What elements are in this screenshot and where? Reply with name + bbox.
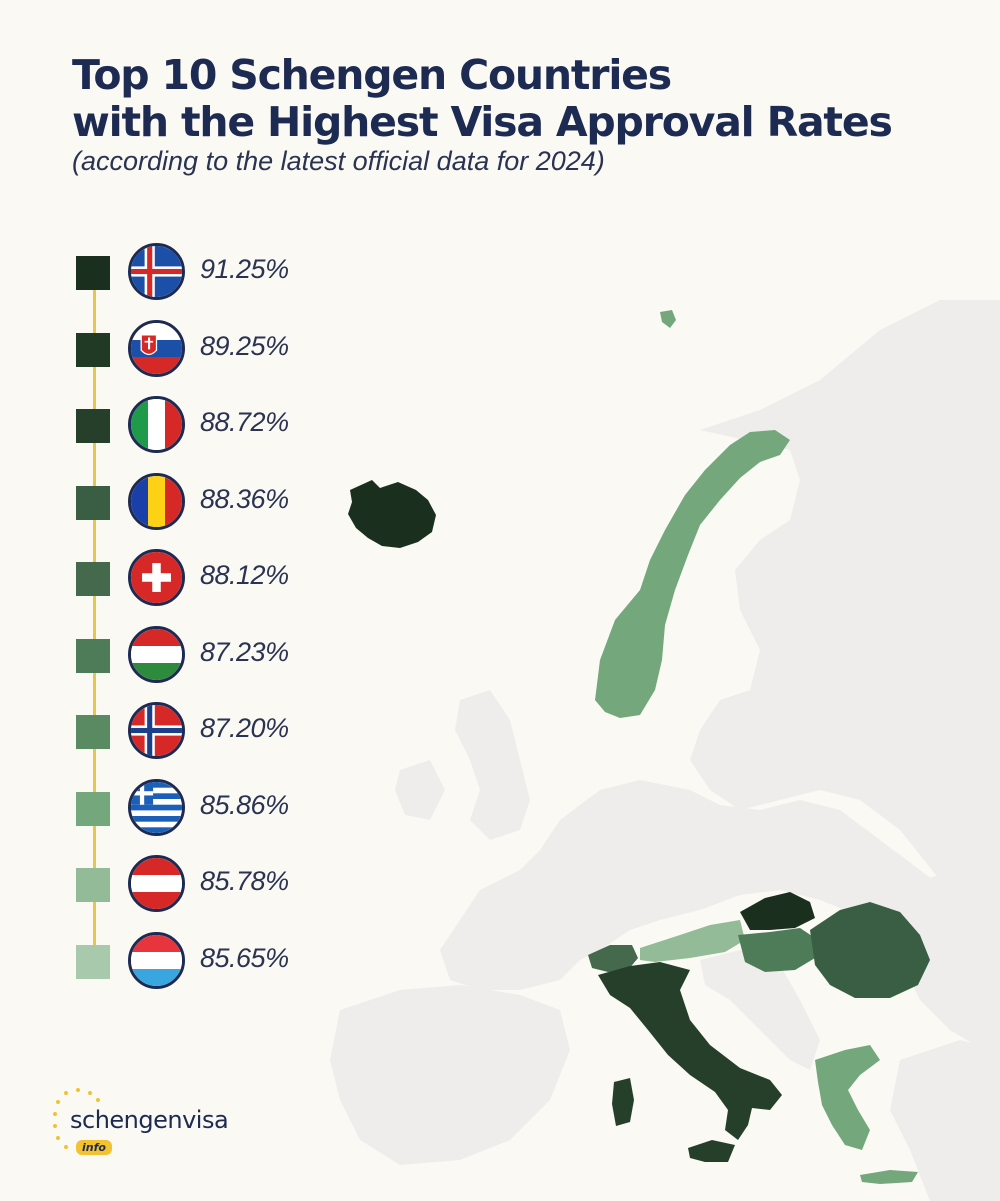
map-italy (598, 962, 782, 1140)
map-crete (860, 1170, 918, 1184)
legend-item-luxembourg: 85.65% (76, 929, 406, 989)
legend-rate: 89.25% (200, 330, 289, 361)
title-line-1: Top 10 Schengen Countries (72, 51, 672, 99)
schengenvisa-logo: schengenvisa info (48, 1080, 268, 1170)
greece-flag-icon (128, 778, 185, 836)
map-sicily (688, 1140, 735, 1162)
map-switzerland (588, 945, 638, 972)
romania-flag-icon (128, 472, 185, 530)
title-line-2: with the Highest Visa Approval Rates (72, 98, 893, 146)
legend-swatch (76, 562, 110, 596)
logo-text: schengenvisa (70, 1106, 229, 1134)
legend-swatch (76, 715, 110, 749)
stars-icon (53, 1088, 100, 1149)
legend-swatch (76, 409, 110, 443)
legend-rate: 87.23% (200, 636, 289, 667)
legend-rate: 87.20% (200, 713, 289, 743)
legend: 91.25% 89.25% 88.72% 88.36% 88.12% 87.23% 87.2… (76, 240, 406, 1000)
legend-swatch (76, 791, 110, 826)
map-greece (815, 1045, 880, 1150)
map-austria (640, 920, 745, 962)
map-romania (810, 902, 930, 998)
page-title: Top 10 Schengen Countries with the Highe… (72, 52, 982, 146)
map-slovakia (740, 892, 815, 930)
legend-item-austria: 85.78% (76, 852, 406, 912)
legend-swatch (76, 868, 110, 902)
luxembourg-flag-icon (128, 931, 185, 989)
legend-swatch (76, 256, 110, 290)
switzerland-flag-icon (128, 549, 185, 606)
logo-badge: info (76, 1140, 112, 1155)
legend-swatch (76, 638, 110, 673)
iceland-flag-icon (128, 243, 185, 300)
legend-rate: 85.86% (200, 789, 289, 820)
legend-item-switzerland: 88.12% (76, 546, 406, 606)
legend-rate: 85.65% (200, 942, 289, 973)
page-subtitle: (according to the latest official data f… (72, 146, 605, 176)
legend-item-greece: 85.86% (76, 776, 406, 836)
legend-swatch (76, 485, 110, 520)
austria-flag-icon (128, 855, 185, 912)
legend-item-italy: 88.72% (76, 393, 406, 453)
map-svalbard (660, 310, 676, 328)
legend-swatch (76, 332, 110, 367)
hungary-flag-icon (128, 625, 185, 683)
map-norway (595, 430, 790, 718)
map-sardinia (612, 1078, 634, 1126)
legend-rate: 91.25% (200, 254, 289, 284)
legend-swatch (76, 944, 110, 979)
legend-rate: 88.12% (200, 560, 289, 590)
italy-flag-icon (128, 396, 185, 453)
legend-item-iceland: 91.25% (76, 240, 406, 300)
other-land (330, 300, 1000, 1201)
legend-rate: 88.36% (200, 483, 289, 514)
slovakia-flag-icon (128, 319, 185, 377)
legend-item-hungary: 87.23% (76, 623, 406, 683)
legend-rate: 88.72% (200, 407, 289, 437)
map-hungary (738, 928, 818, 972)
legend-rate: 85.78% (200, 866, 289, 896)
map-iceland (348, 480, 436, 548)
legend-connector-line (93, 268, 96, 958)
legend-item-romania: 88.36% (76, 470, 406, 530)
legend-item-norway: 87.20% (76, 699, 406, 759)
norway-flag-icon (128, 702, 185, 759)
legend-item-slovakia: 89.25% (76, 317, 406, 377)
